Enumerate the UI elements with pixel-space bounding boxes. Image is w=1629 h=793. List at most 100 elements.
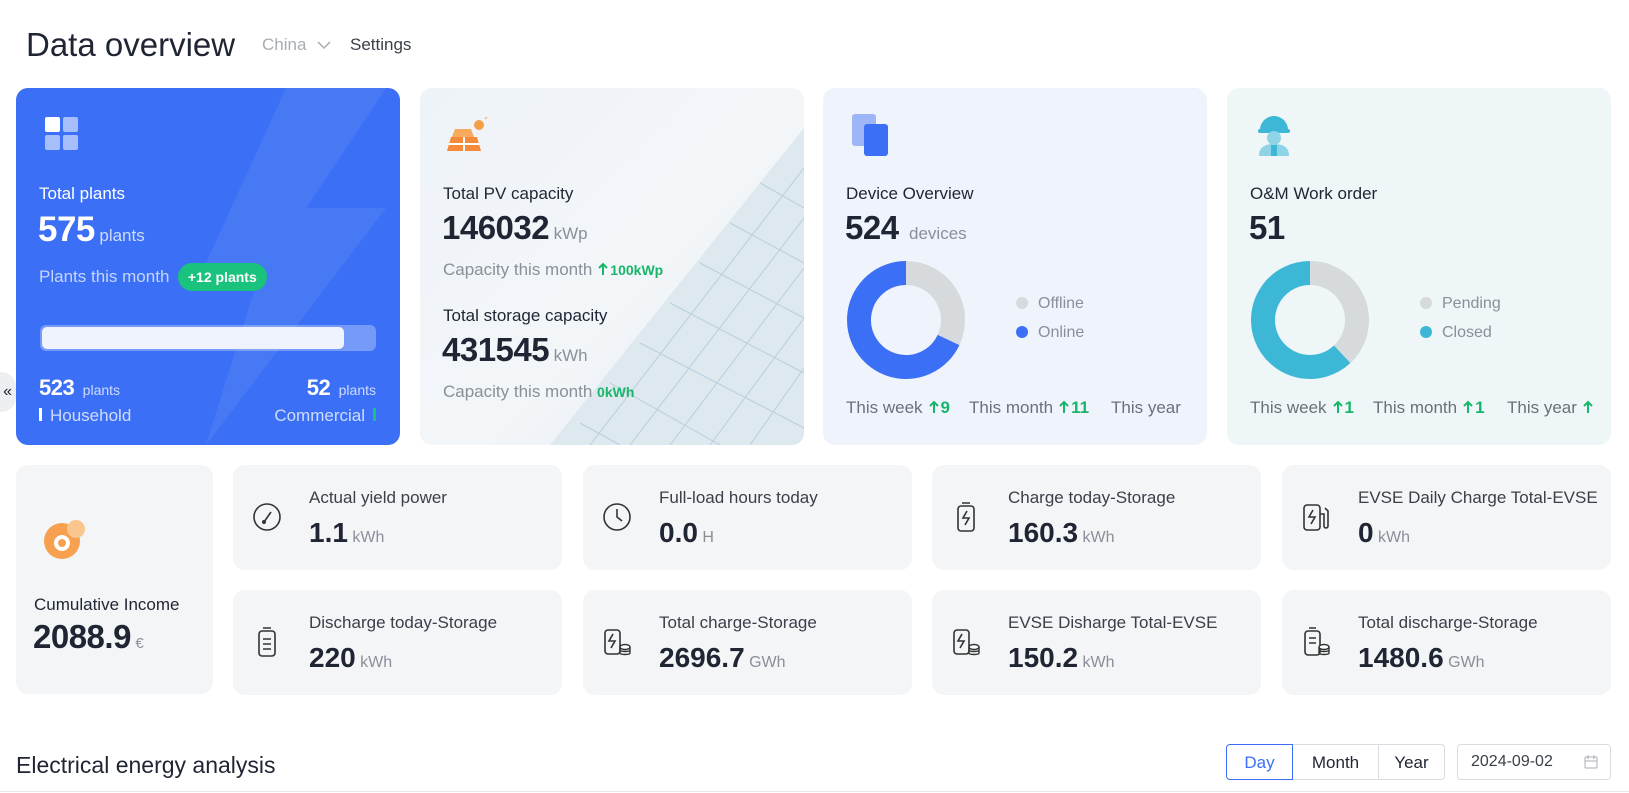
income-unit: €	[135, 635, 144, 652]
metric-label: Total charge-Storage	[659, 613, 817, 632]
pv-value: 146032	[442, 209, 550, 246]
metric-unit: kWh	[1378, 529, 1411, 546]
metric-unit: kWh	[352, 529, 385, 546]
date-value: 2024-09-02	[1471, 753, 1553, 770]
legend-item: Pending	[1420, 292, 1501, 316]
footer-value: 9	[940, 398, 950, 417]
metric-card: EVSE Daily Charge Total-EVSE 0 kWh	[1282, 465, 1611, 570]
donut-segment	[905, 261, 965, 346]
metric-icon	[1304, 627, 1330, 656]
metric-label: Charge today-Storage	[1008, 488, 1176, 507]
metric-label: EVSE Daily Charge Total-EVSE	[1358, 488, 1598, 507]
metric-value: 0.0	[659, 517, 698, 548]
up-arrow	[1583, 400, 1593, 413]
metric-label: Full-load hours today	[659, 488, 818, 507]
legend-swatch	[1016, 326, 1028, 338]
storage-month-value: 0kWh	[597, 384, 635, 400]
card-decoration	[196, 88, 386, 445]
worker-icon	[1258, 116, 1290, 156]
legend-label: Pending	[1442, 295, 1501, 312]
metric-label: Actual yield power	[309, 488, 447, 507]
region-select[interactable]: China	[262, 33, 331, 57]
metric-unit: GWh	[1448, 654, 1485, 671]
period-tab[interactable]: Month	[1292, 744, 1379, 780]
footer-stat: This month 1	[1373, 396, 1485, 420]
plants-card: Total plants 575 plants Plants this mont…	[16, 88, 400, 445]
footer-value: 1	[1475, 398, 1485, 417]
plants-progress-track	[40, 325, 376, 351]
legend-swatch	[1420, 326, 1432, 338]
metric-value: 0	[1358, 517, 1374, 548]
income-value: 2088.9	[33, 618, 131, 655]
collapse-button[interactable]: «	[0, 372, 16, 412]
commercial-marker	[373, 408, 376, 421]
up-arrow	[928, 400, 939, 413]
footer-label: This month	[969, 398, 1054, 417]
footer-stat: This year	[1111, 396, 1185, 420]
commercial-unit: plants	[338, 382, 376, 398]
household-value: 523	[39, 375, 75, 400]
donut-segment	[1251, 261, 1351, 379]
footer-label: This month	[1373, 398, 1458, 417]
metric-unit: kWh	[360, 654, 393, 671]
chevron	[317, 41, 331, 50]
pv-month-value: 100kWp	[610, 262, 664, 278]
building-decoration	[550, 128, 804, 445]
legend-label: Closed	[1442, 324, 1492, 341]
metric-icon	[258, 627, 276, 657]
metric-value: 160.3	[1008, 517, 1079, 548]
metric-icon	[953, 629, 980, 656]
period-tab[interactable]: Day	[1226, 744, 1293, 780]
commercial-bar	[346, 325, 376, 351]
metric-value: 150.2	[1008, 642, 1079, 673]
metric-card: Charge today-Storage 160.3 kWh	[932, 465, 1261, 570]
metric-value: 220	[309, 642, 356, 673]
period-tab[interactable]: Year	[1378, 744, 1445, 780]
legend-label: Online	[1038, 324, 1085, 341]
storage-value: 431545	[442, 331, 550, 368]
plants-month-badge: +12 plants	[177, 263, 267, 291]
legend-swatch	[1420, 297, 1432, 309]
metric-icon	[957, 502, 975, 532]
household-marker	[39, 408, 42, 421]
income-card: Cumulative Income 2088.9 €	[16, 465, 213, 694]
metric-card: Total charge-Storage 2696.7 GWh	[583, 590, 912, 695]
storage-month-label: Capacity this month	[443, 382, 593, 401]
metric-icon	[604, 629, 631, 656]
metric-value: 1.1	[309, 517, 348, 548]
commercial-value: 52	[306, 375, 331, 400]
household-unit: plants	[82, 382, 121, 398]
plants-icon	[45, 117, 78, 150]
metric-icon	[253, 503, 281, 531]
metric-label: EVSE Disharge Total-EVSE	[1008, 613, 1218, 632]
footer-value: 11	[1071, 398, 1090, 417]
capacity-card: Total PV capacity 146032 kWp Capacity th…	[420, 88, 804, 445]
metric-unit: GWh	[749, 654, 786, 671]
metric-card: Full-load hours today 0.0 H	[583, 465, 912, 570]
up-arrow	[1059, 400, 1069, 413]
plants-month-label: Plants this month	[39, 267, 170, 286]
metric-value: 1480.6	[1358, 642, 1444, 673]
storage-unit: kWh	[553, 346, 588, 365]
up-arrow	[1463, 400, 1473, 413]
metric-unit: kWh	[1082, 529, 1115, 546]
metric-label: Total discharge-Storage	[1358, 613, 1538, 632]
metric-value: 2696.7	[659, 642, 745, 673]
pv-label: Total PV capacity	[443, 184, 574, 203]
footer-stat: This week 1	[1250, 396, 1354, 420]
plants-label: Total plants	[39, 184, 125, 203]
settings-link[interactable]: Settings	[350, 35, 412, 54]
plants-value: 575	[38, 210, 95, 249]
donut-segment	[1309, 261, 1369, 363]
footer-value: 1	[1344, 398, 1354, 417]
section-title: Electrical energy analysis	[16, 752, 276, 778]
footer-label: This year	[1111, 398, 1181, 417]
date-picker[interactable]: 2024-09-02	[1457, 744, 1611, 780]
legend-item: Online	[1016, 321, 1084, 345]
household-label: Household	[50, 406, 132, 425]
footer-stat: This month 11	[969, 396, 1089, 420]
calendar-icon	[1584, 755, 1598, 769]
devices-card: Device Overview 524 devices Offline Onli…	[823, 88, 1207, 445]
